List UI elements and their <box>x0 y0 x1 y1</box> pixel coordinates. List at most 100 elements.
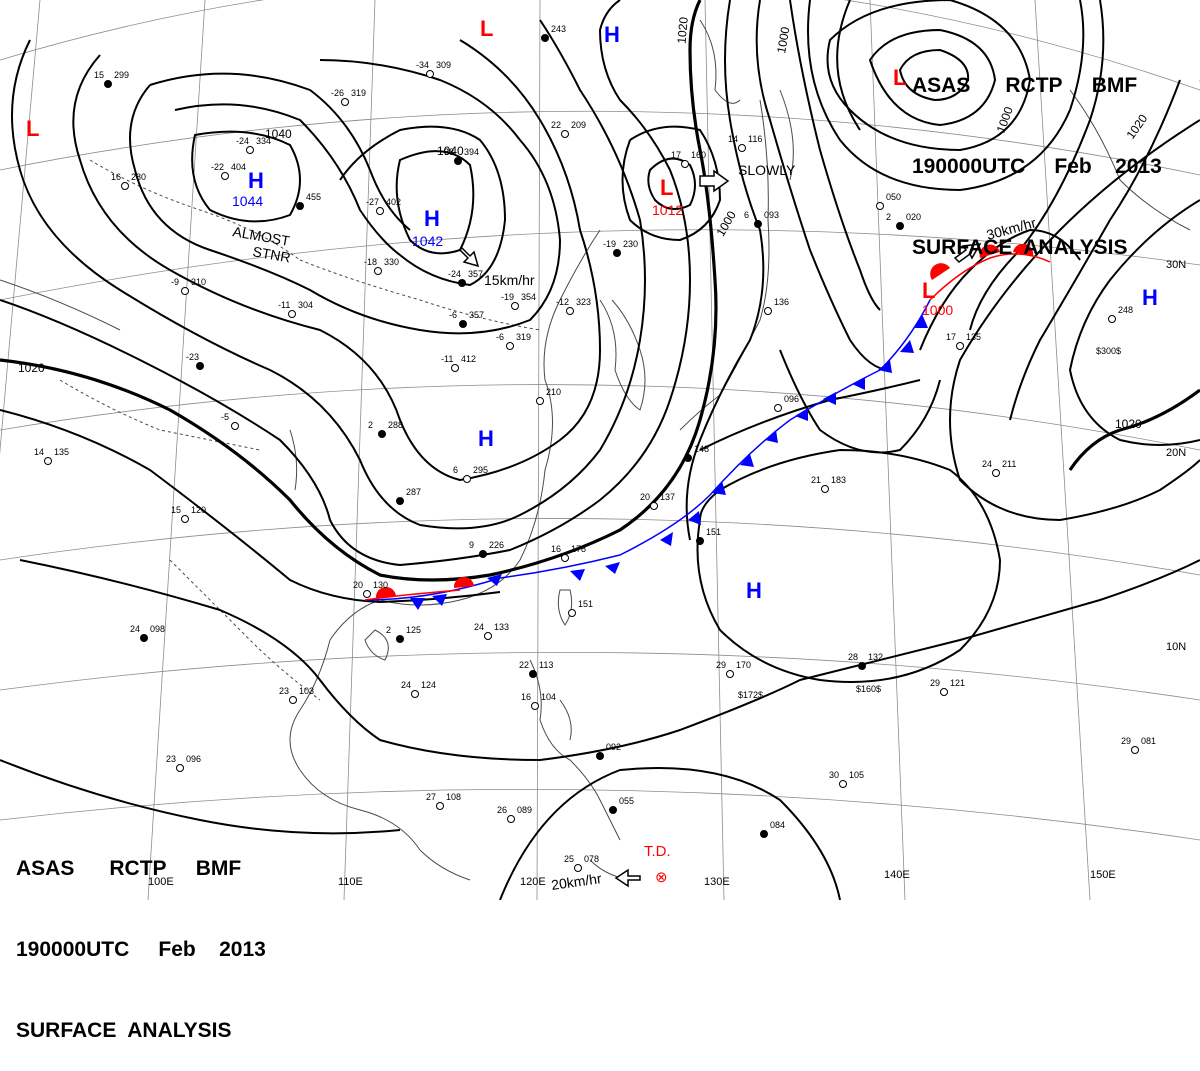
station-pressure: 055 <box>619 796 634 806</box>
station-pressure: 096 <box>186 754 201 764</box>
station-plot: -12 323 <box>556 297 591 315</box>
sky-cover-icon <box>104 80 112 88</box>
station-plot: 30 105 <box>829 770 864 788</box>
station-temp: 27 <box>426 792 436 802</box>
sky-cover-icon <box>561 130 569 138</box>
station-plot: 151 <box>568 599 593 617</box>
station-temp: 2 <box>886 212 891 222</box>
station-temp: 29 <box>930 678 940 688</box>
station-pressure: 089 <box>517 805 532 815</box>
station-plot: 6 295 <box>453 465 488 483</box>
station-pressure: 105 <box>849 770 864 780</box>
td-label: T.D. <box>644 843 671 860</box>
station-pressure: 455 <box>306 192 321 202</box>
station-plot: -27 402 <box>366 197 401 215</box>
sky-cover-icon <box>956 342 964 350</box>
station-plot: 151 <box>696 527 721 545</box>
station-temp: 29 <box>716 660 726 670</box>
low-value: 1012 <box>652 202 683 218</box>
station-plot: 2 125 <box>386 625 421 643</box>
sky-cover-icon <box>760 830 768 838</box>
station-pressure: 319 <box>516 332 531 342</box>
station-plot: -11 412 <box>441 354 476 372</box>
station-pressure: 243 <box>551 24 566 34</box>
station-temp: 28 <box>848 652 858 662</box>
station-temp: 24 <box>401 680 411 690</box>
isobar-label: 1040 <box>265 127 292 141</box>
station-plot: 22 113 <box>519 660 553 678</box>
station-temp: 17 <box>946 332 956 342</box>
ship-reports: $172$ $160$ $300$ <box>738 346 1121 700</box>
sky-cover-icon <box>246 146 254 154</box>
station-plot: 243 <box>541 24 566 42</box>
sky-cover-icon <box>436 802 444 810</box>
station-pressure: 108 <box>446 792 461 802</box>
station-plot: 16 280 <box>111 172 146 190</box>
station-plot: 17 160 <box>671 150 706 168</box>
station-pressure: 120 <box>191 505 206 515</box>
sky-cover-icon <box>378 430 386 438</box>
station-plot: 20 137 <box>640 492 675 510</box>
station-temp: 23 <box>279 686 289 696</box>
station-plot: 22 209 <box>551 120 586 138</box>
station-temp: -22 <box>211 162 224 172</box>
motion-arrow-icon <box>458 246 480 268</box>
sky-cover-icon <box>536 397 544 405</box>
station-plot: 210 <box>536 387 561 405</box>
station-pressure: 137 <box>660 492 675 502</box>
low-label: L <box>893 65 906 90</box>
isobar-label: 1000 <box>713 208 739 238</box>
latitude-label: 20N <box>1166 447 1186 459</box>
station-pressure: 170 <box>736 660 751 670</box>
station-temp: -6 <box>496 332 504 342</box>
isobar-label: 1020 <box>675 16 691 44</box>
sky-cover-icon <box>341 98 349 106</box>
sky-cover-icon <box>940 688 948 696</box>
station-pressure: 135 <box>54 447 69 457</box>
isobar-1000-east <box>826 0 1032 152</box>
longitude-label: 120E <box>520 876 546 888</box>
sky-cover-icon <box>566 307 574 315</box>
station-temp: 22 <box>551 120 561 130</box>
tropical-depression: T.D. ⊗ <box>644 843 671 886</box>
longitude-label: 140E <box>884 869 910 881</box>
station-plot: 20 130 <box>353 580 388 598</box>
station-pressure: 330 <box>384 257 399 267</box>
header-year: 2013 <box>219 938 266 961</box>
station-temp: 17 <box>671 150 681 160</box>
sky-cover-icon <box>531 702 539 710</box>
header-station: RCTP <box>109 857 167 880</box>
station-plot: -6 357 <box>449 310 484 328</box>
station-temp: -24 <box>448 269 461 279</box>
station-plot: -19 230 <box>603 239 638 257</box>
station-pressure: 093 <box>764 210 779 220</box>
sky-cover-icon <box>507 815 515 823</box>
station-pressure: 230 <box>623 239 638 249</box>
sky-cover-icon <box>596 752 604 760</box>
sky-cover-icon <box>561 554 569 562</box>
header-product: BMF <box>1091 74 1138 97</box>
station-plot: 29 170 <box>716 660 751 678</box>
station-plot: 248 <box>1108 305 1133 323</box>
axis-labels: 100E 110E 120E 130E 140E 150E 30N 20N 10… <box>148 259 1186 888</box>
station-plot: 27 108 <box>426 792 461 810</box>
station-plot: 26 089 <box>497 805 532 823</box>
station-pressure: 020 <box>906 212 921 222</box>
longitude-label: 130E <box>704 876 730 888</box>
station-temp: -11 <box>441 354 453 364</box>
station-temp: 6 <box>744 210 749 220</box>
high-label: H <box>1142 285 1158 310</box>
station-pressure: 354 <box>521 292 536 302</box>
station-pressure: 124 <box>421 680 436 690</box>
station-temp: 26 <box>497 805 507 815</box>
station-pressure: 404 <box>231 162 246 172</box>
station-temp: 30 <box>829 770 839 780</box>
sky-cover-icon <box>121 182 129 190</box>
station-pressure: 287 <box>406 487 421 497</box>
station-pressure: 334 <box>256 136 271 146</box>
chart-header-bottom-left: ASAS RCTP BMF 190000UTC Feb 2013 SURFACE… <box>16 801 286 1071</box>
low-label: L <box>922 278 935 303</box>
high-label: H <box>248 168 264 193</box>
station-pressure: 412 <box>461 354 476 364</box>
